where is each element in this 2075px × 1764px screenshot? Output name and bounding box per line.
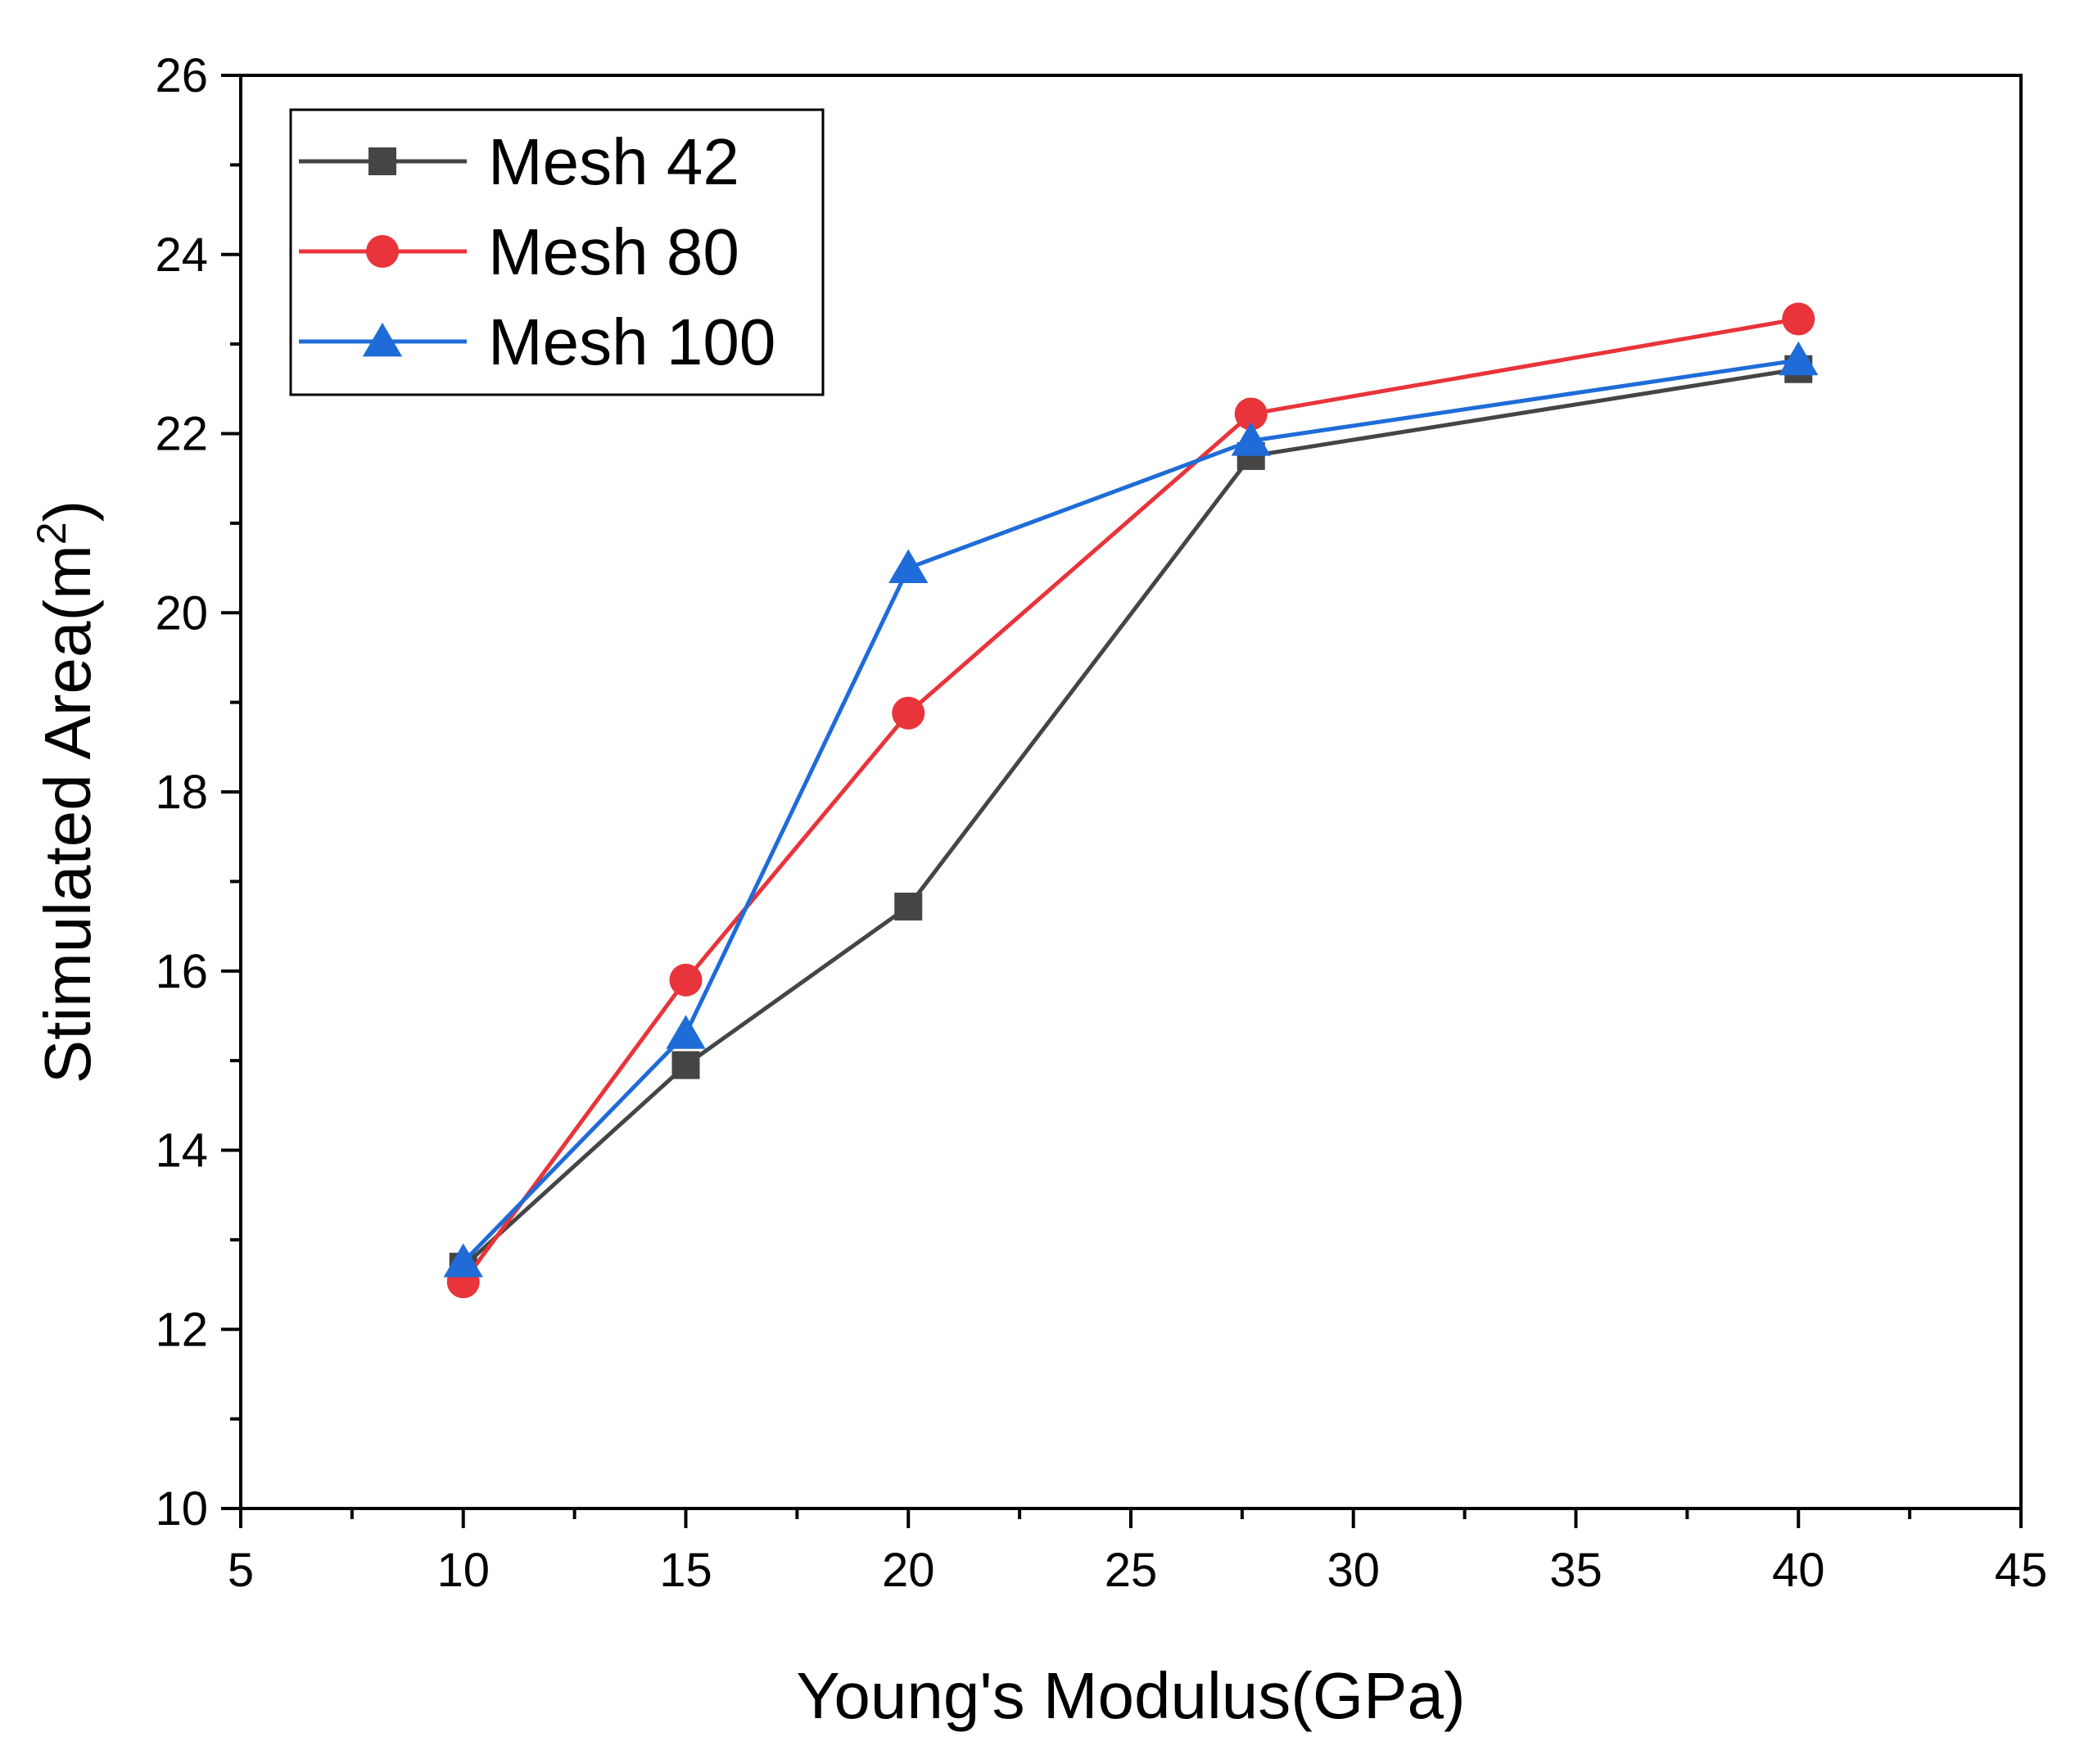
data-point-mesh-100 — [443, 1243, 483, 1278]
series-mesh-100 — [443, 341, 1819, 1278]
x-tick-label: 25 — [1105, 1544, 1158, 1597]
y-axis-title-main: Stimulated Area(m — [31, 545, 104, 1083]
data-point-mesh-100 — [666, 1015, 706, 1049]
legend-label-mesh-80: Mesh 80 — [488, 215, 739, 288]
y-axis-title: Stimulated Area(m2) — [29, 500, 104, 1084]
axes: 5 10 15 20 25 30 35 40 45 10 12 14 16 18 20 22 24 26 — [155, 49, 2047, 1597]
y-tick-label: 22 — [155, 408, 208, 461]
legend: Mesh 42 Mesh 80 Mesh 100 — [289, 108, 825, 396]
legend-marker-mesh-42 — [368, 147, 396, 175]
data-point-mesh-80 — [892, 696, 925, 730]
y-tick-label: 16 — [155, 945, 208, 998]
y-tick-label: 12 — [155, 1303, 208, 1356]
y-axis-title-superscript: 2 — [29, 522, 75, 545]
x-tick-label: 30 — [1327, 1544, 1380, 1597]
x-tick-label: 45 — [1995, 1544, 2048, 1597]
y-tick-label: 26 — [155, 49, 208, 102]
legend-marker-mesh-80 — [366, 235, 399, 268]
x-tick-label: 15 — [659, 1544, 712, 1597]
series-mesh-80 — [446, 302, 1815, 1299]
data-point-mesh-42 — [894, 893, 923, 920]
x-tick-label: 35 — [1549, 1544, 1603, 1597]
series-line-mesh-100 — [461, 358, 1799, 1264]
data-point-mesh-42 — [671, 1051, 700, 1079]
legend-label-mesh-100: Mesh 100 — [488, 305, 775, 378]
y-tick-label: 10 — [155, 1482, 208, 1536]
y-tick-label: 14 — [155, 1124, 208, 1178]
data-point-mesh-80 — [1782, 302, 1815, 336]
series-line-mesh-80 — [461, 317, 1799, 1283]
y-tick-label: 24 — [155, 228, 208, 282]
x-tick-label: 20 — [882, 1544, 935, 1597]
plot-series — [443, 302, 1819, 1299]
legend-marker-mesh-100 — [362, 323, 403, 357]
y-axis-title-close: ) — [31, 500, 104, 522]
data-point-mesh-80 — [1234, 397, 1268, 431]
data-point-mesh-100 — [1231, 422, 1271, 456]
y-tick-label: 18 — [155, 766, 208, 819]
data-point-mesh-100 — [888, 549, 929, 583]
series-line-mesh-42 — [462, 367, 1799, 1269]
legend-label-mesh-42: Mesh 42 — [488, 125, 739, 198]
data-point-mesh-80 — [669, 963, 703, 997]
y-tick-label: 20 — [155, 586, 208, 640]
series-mesh-42 — [449, 355, 1813, 1281]
x-tick-label: 40 — [1772, 1544, 1825, 1597]
x-axis-title: Young's Modulus(GPa) — [796, 1659, 1465, 1732]
x-tick-label: 10 — [436, 1544, 490, 1597]
x-tick-label: 5 — [228, 1544, 254, 1597]
data-point-mesh-100 — [1779, 341, 1819, 376]
